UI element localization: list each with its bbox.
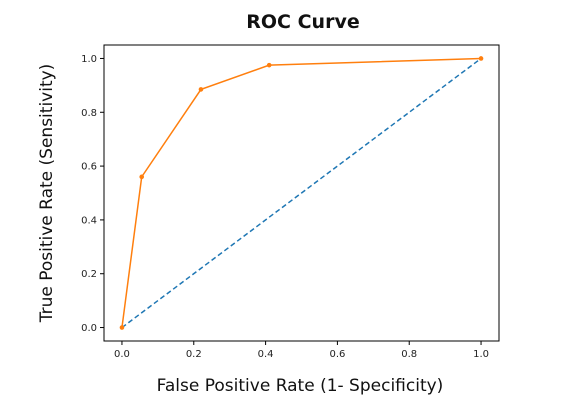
chart-title: ROC Curve bbox=[246, 11, 359, 33]
roc-point bbox=[266, 62, 272, 68]
x-tick-label: 0.8 bbox=[401, 349, 417, 360]
diagonal-reference-line bbox=[121, 57, 482, 329]
plot-frame bbox=[103, 44, 500, 342]
y-tick-label: 1.0 bbox=[81, 54, 97, 65]
y-axis-label: True Positive Rate (Sensitivity) bbox=[37, 64, 57, 324]
roc-point bbox=[198, 87, 204, 92]
x-tick-label: 0.6 bbox=[329, 349, 345, 360]
roc-point bbox=[119, 325, 125, 330]
x-axis: 0.0 0.2 0.4 0.6 0.8 1.0 bbox=[114, 341, 489, 360]
y-tick-label: 0.6 bbox=[81, 162, 97, 173]
y-axis: 0.0 0.2 0.4 0.6 0.8 1.0 bbox=[81, 54, 104, 334]
x-tick-label: 1.0 bbox=[473, 349, 489, 360]
x-tick-label: 0.2 bbox=[186, 349, 202, 360]
y-tick-label: 0.4 bbox=[81, 215, 97, 226]
plot-area bbox=[119, 56, 484, 330]
y-tick-label: 0.0 bbox=[81, 323, 97, 334]
x-axis-label: False Positive Rate (1- Specificity) bbox=[157, 376, 444, 396]
x-tick-label: 0.0 bbox=[114, 349, 130, 360]
y-tick-label: 0.2 bbox=[81, 269, 97, 280]
roc-point bbox=[139, 174, 145, 180]
roc-point bbox=[478, 56, 484, 61]
y-tick-label: 0.8 bbox=[81, 108, 97, 119]
x-tick-label: 0.4 bbox=[258, 349, 274, 360]
